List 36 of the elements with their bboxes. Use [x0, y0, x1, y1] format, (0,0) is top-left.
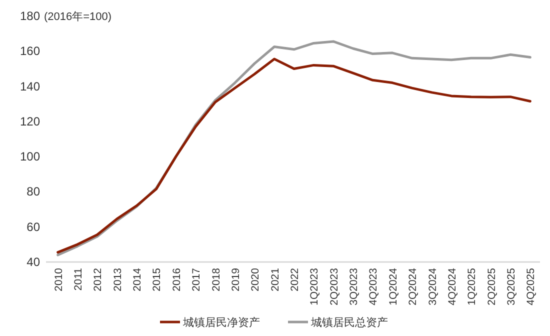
- x-tick-label: 2Q2023: [328, 268, 340, 306]
- x-tick-label: 2010: [52, 268, 65, 292]
- x-tick-label: 2022: [289, 268, 301, 292]
- legend-label: 城镇居民净资产: [182, 316, 260, 329]
- y-axis-title: (2016年=100): [44, 11, 112, 23]
- x-tick-label: 2017: [190, 268, 203, 292]
- x-tick-label: 2018: [210, 268, 222, 292]
- y-tick-label: 80: [26, 184, 40, 199]
- x-tick-label: 1Q2023: [308, 268, 321, 306]
- y-tick-label: 100: [20, 150, 40, 164]
- x-tick-label: 2019: [230, 268, 242, 292]
- x-tick-label: 4Q2025: [525, 268, 538, 306]
- x-tick-label: 2015: [151, 268, 164, 292]
- x-tick-label: 2020: [250, 268, 262, 292]
- x-tick-label: 2Q2025: [486, 268, 498, 306]
- x-tick-label: 2013: [112, 268, 124, 292]
- y-tick-label: 140: [20, 79, 40, 94]
- y-tick-label: 180: [20, 9, 40, 23]
- y-tick-label: 60: [26, 220, 40, 234]
- x-tick-label: 2Q2024: [407, 268, 420, 306]
- x-tick-label: 2011: [72, 268, 85, 291]
- x-tick-label: 4Q2024: [446, 268, 458, 306]
- x-tick-label: 1Q2024: [387, 268, 400, 306]
- x-tick-label: 2014: [132, 268, 144, 292]
- x-tick-label: 2016: [170, 268, 183, 292]
- y-tick-label: 120: [20, 114, 40, 128]
- x-tick-label: 2021: [269, 268, 282, 292]
- x-tick-label: 3Q2024: [426, 268, 439, 306]
- x-tick-label: 4Q2023: [368, 268, 380, 306]
- x-tick-label: 3Q2025: [505, 268, 518, 306]
- y-tick-label: 40: [26, 255, 40, 269]
- legend-label: 城镇居民总资产: [310, 316, 388, 329]
- x-tick-label: 2012: [92, 268, 104, 292]
- x-tick-label: 1Q2025: [466, 268, 478, 306]
- x-tick-label: 3Q2023: [348, 268, 360, 306]
- y-tick-label: 160: [20, 44, 40, 58]
